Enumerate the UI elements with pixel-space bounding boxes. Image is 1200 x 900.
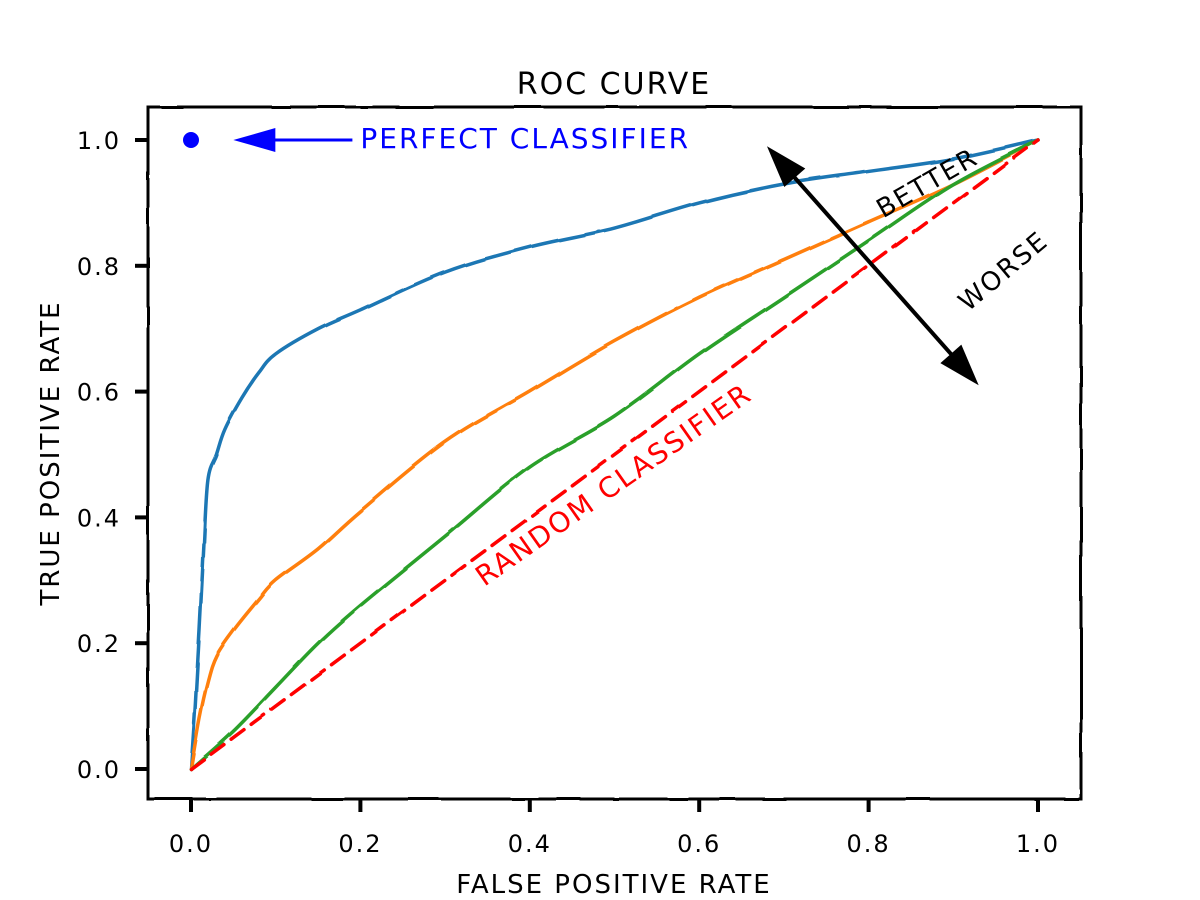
x-axis-label: FALSE POSITIVE RATE bbox=[456, 870, 771, 900]
x-tick-label-2: 0.4 bbox=[508, 830, 552, 858]
y-ticks bbox=[135, 138, 148, 771]
double-arrow-head-start bbox=[766, 146, 806, 188]
y-tick-label-1: 0.2 bbox=[77, 630, 121, 658]
better-label: BETTER bbox=[872, 143, 984, 225]
chart-title: ROC CURVE bbox=[517, 67, 712, 102]
perfect-arrow-head bbox=[233, 128, 276, 152]
x-tick-label-4: 0.8 bbox=[847, 830, 891, 858]
y-tick-label-0: 0.0 bbox=[77, 756, 121, 784]
y-tick-label-2: 0.4 bbox=[77, 504, 121, 532]
series-line-random-dashed bbox=[189, 138, 1040, 771]
double-arrow-head-end bbox=[940, 344, 979, 386]
y-tick-label-5: 1.0 bbox=[77, 127, 121, 155]
perfect-annotation: PERFECT CLASSIFIER bbox=[233, 122, 690, 155]
perfect-classifier-point bbox=[183, 132, 199, 148]
x-tick-label-1: 0.2 bbox=[338, 830, 382, 858]
x-tick-label-3: 0.6 bbox=[677, 830, 721, 858]
plot-frame bbox=[146, 105, 1083, 801]
x-tick-label-5: 1.0 bbox=[1016, 830, 1060, 858]
y-axis-label: TRUE POSITIVE RATE bbox=[36, 300, 66, 606]
random-classifier-label: RANDOM CLASSIFIER bbox=[469, 377, 758, 593]
x-tick-labels: 0.0 0.2 0.4 0.6 0.8 1.0 bbox=[169, 830, 1060, 858]
series-line-orange bbox=[189, 138, 1040, 771]
y-tick-labels: 0.0 0.2 0.4 0.6 0.8 1.0 bbox=[77, 127, 121, 784]
perfect-classifier-label: PERFECT CLASSIFIER bbox=[360, 122, 690, 155]
series-line-green bbox=[189, 138, 1040, 771]
series-lines bbox=[189, 138, 1040, 771]
x-tick-label-0: 0.0 bbox=[169, 830, 213, 858]
y-tick-label-3: 0.6 bbox=[77, 379, 121, 407]
y-tick-label-4: 0.8 bbox=[77, 253, 121, 281]
double-arrow-line bbox=[785, 167, 961, 365]
x-ticks bbox=[189, 799, 1040, 812]
worse-label: WORSE bbox=[953, 226, 1054, 318]
better-worse-arrow bbox=[766, 146, 979, 386]
